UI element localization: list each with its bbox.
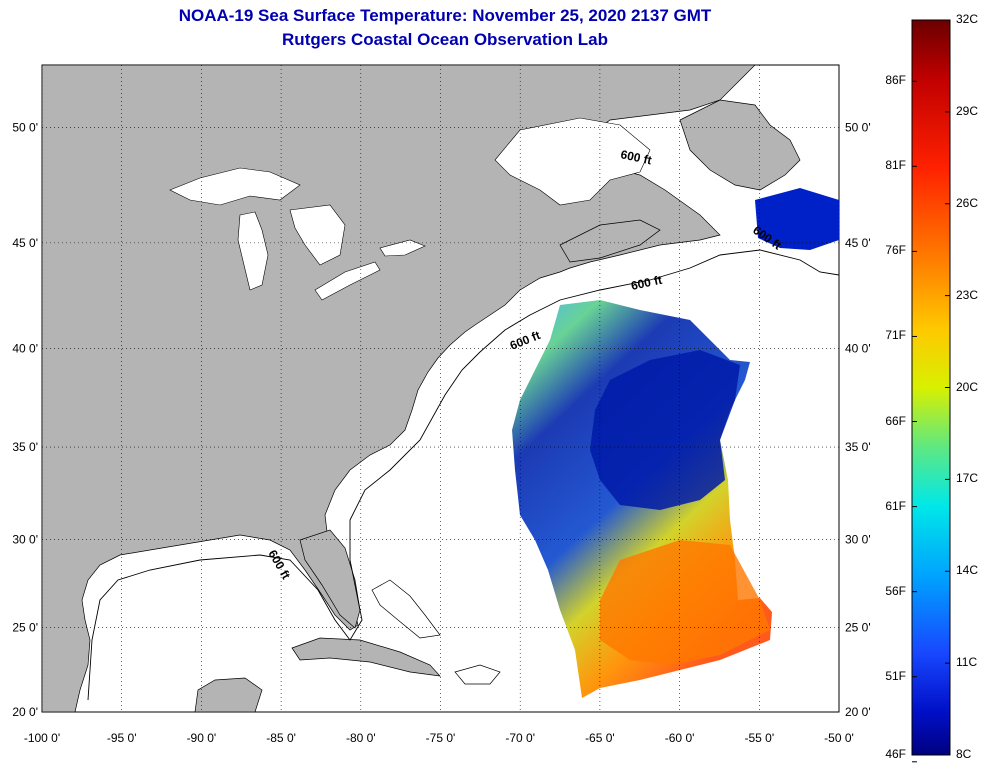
- colorbar-f-label: 86F: [885, 73, 906, 88]
- lon-tick-label: -55 0': [744, 731, 774, 745]
- lake-ontario: [379, 239, 426, 257]
- lat-tick-label-right: 45 0': [845, 236, 871, 250]
- colorbar-c-label: 32C: [956, 12, 979, 26]
- lon-tick-label: -65 0': [585, 731, 615, 745]
- colorbar-c-label: 26C: [956, 195, 979, 210]
- map-title: NOAA-19 Sea Surface Temperature: Novembe…: [178, 6, 712, 25]
- contour-label: 600 ft: [619, 147, 653, 167]
- lat-tick-label: 25 0': [12, 621, 38, 635]
- land-north-america: [42, 65, 756, 712]
- land-florida: [299, 529, 361, 629]
- colorbar: [911, 19, 951, 756]
- depth-contour-600ft: [87, 249, 839, 701]
- contour-label: 600 ft: [630, 273, 664, 293]
- land-cuba: [291, 637, 441, 677]
- lat-tick-label: 30 0': [12, 533, 38, 547]
- lat-tick-label: 40 0': [12, 342, 38, 356]
- land-newfoundland: [679, 99, 801, 191]
- colorbar-c-label: 8C: [956, 747, 972, 761]
- sst-labrador-patch: [755, 188, 839, 250]
- grid-lines: [42, 65, 839, 712]
- land-nova-scotia: [559, 219, 661, 263]
- colorbar-c-label: 23C: [956, 287, 979, 302]
- map-subtitle: Rutgers Coastal Ocean Observation Lab: [282, 30, 608, 49]
- lat-tick-label-right: 25 0': [845, 621, 871, 635]
- lat-tick-label: 20 0': [12, 705, 38, 719]
- colorbar-f-label: 81F: [885, 158, 906, 173]
- colorbar-f-label: 66F: [885, 413, 906, 428]
- colorbar-c-label: 14C: [956, 563, 979, 578]
- lat-tick-label: 35 0': [12, 440, 38, 454]
- land-hispaniola: [454, 664, 501, 685]
- colorbar-f-label: 61F: [885, 498, 906, 513]
- colorbar-c-label: 11C: [956, 655, 978, 670]
- lon-tick-label: -75 0': [426, 731, 456, 745]
- lake-superior: [169, 167, 301, 206]
- colorbar-c-label: 29C: [956, 103, 979, 118]
- colorbar-f-label: 71F: [885, 328, 906, 343]
- lat-tick-label-right: 35 0': [845, 440, 871, 454]
- colorbar-c-label: 17C: [956, 471, 979, 486]
- lake-erie: [314, 261, 381, 301]
- colorbar-f-label: 51F: [885, 668, 906, 683]
- sst-cold-region: [590, 350, 740, 510]
- lat-tick-label-right: 20 0': [845, 705, 871, 719]
- colorbar-f-label: 56F: [885, 583, 906, 598]
- islands-bahamas: [371, 579, 441, 639]
- lon-tick-label: -90 0': [187, 731, 217, 745]
- lake-michigan: [237, 211, 269, 291]
- lon-tick-label: -95 0': [107, 731, 137, 745]
- colorbar-ticks: [912, 19, 950, 763]
- lon-tick-label: -85 0': [266, 731, 296, 745]
- lat-tick-label: 45 0': [12, 236, 38, 250]
- lon-tick-label: -50 0': [824, 731, 854, 745]
- lat-tick-label: 50 0': [12, 120, 38, 134]
- lat-tick-label-right: 40 0': [845, 342, 871, 356]
- lake-huron: [289, 204, 346, 266]
- land-yucatan: [194, 677, 263, 712]
- colorbar-c-label: 20C: [956, 379, 979, 394]
- lat-tick-label-right: 30 0': [845, 533, 871, 547]
- lon-tick-label: -70 0': [505, 731, 535, 745]
- colorbar-f-label: 76F: [885, 243, 906, 258]
- colorbar-f-label: 46F: [885, 747, 906, 761]
- longitude-tick-labels: -100 0' -95 0' -90 0' -85 0' -80 0' -75 0' -70…: [24, 731, 854, 745]
- lon-tick-label: -100 0': [24, 731, 60, 745]
- lon-tick-label: -60 0': [665, 731, 695, 745]
- latitude-tick-labels: 50 0' 50 0' 45 0' 45 0' 40 0' 40 0' 35 0' 35 0'…: [12, 120, 870, 719]
- sst-warm-region: [600, 540, 770, 665]
- lat-tick-label-right: 50 0': [845, 120, 871, 134]
- lon-tick-label: -80 0': [346, 731, 376, 745]
